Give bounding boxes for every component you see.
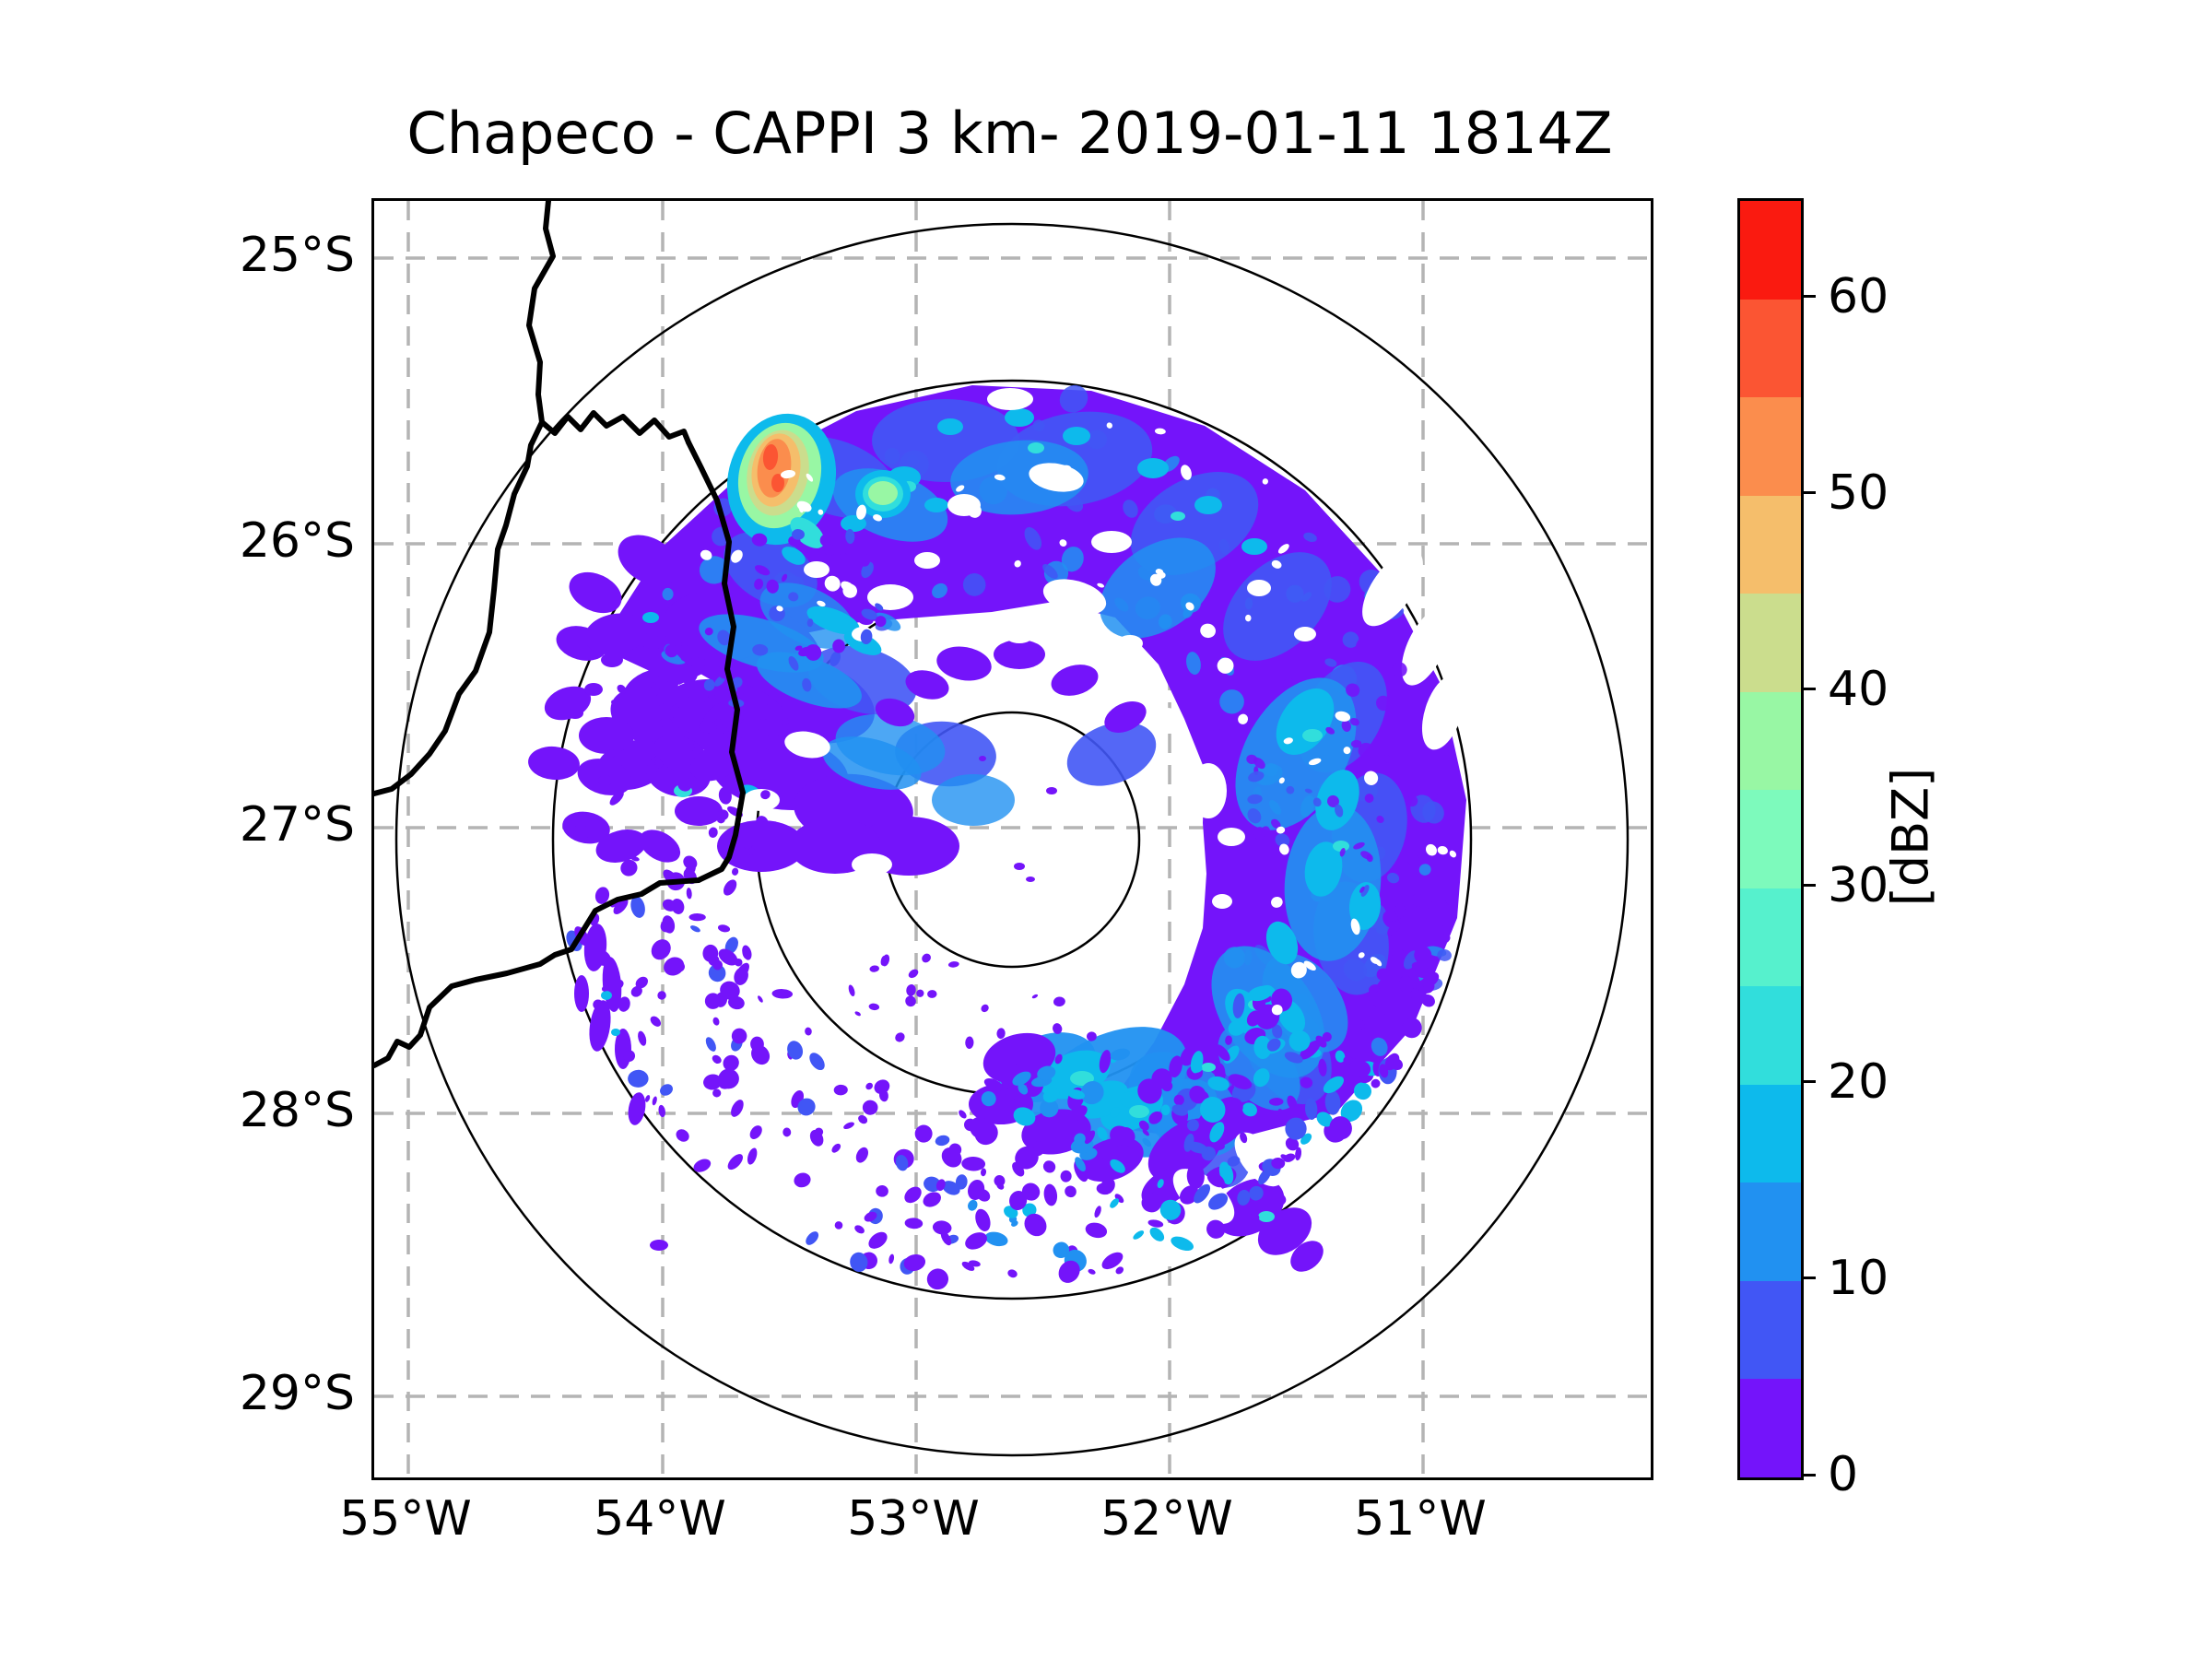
y-tick-label-25s: 25°S <box>239 228 355 283</box>
colorbar-segment-55-60dbz <box>1740 298 1801 398</box>
map-plot-area <box>371 198 1653 1480</box>
colorbar-units-label: [dBZ] <box>1881 767 1940 906</box>
x-tick-label-51w: 51°W <box>1354 1491 1487 1547</box>
colorbar-segment-5-10dbz <box>1740 1280 1801 1380</box>
colorbar-segment-40-45dbz <box>1740 593 1801 692</box>
colorbar-tick-label-10: 10 <box>1828 1250 1889 1306</box>
colorbar-tickmark-20 <box>1801 1080 1816 1084</box>
radar-map-svg <box>374 201 1651 1477</box>
colorbar-tickmark-0 <box>1801 1473 1816 1477</box>
colorbar-tickmark-30 <box>1801 884 1816 888</box>
figure-title: Chapeco - CAPPI 3 km- 2019-01-11 1814Z <box>406 100 1613 167</box>
y-tick-label-28s: 28°S <box>239 1083 355 1138</box>
colorbar-segment-50-55dbz <box>1740 396 1801 496</box>
colorbar-segment-20-25dbz <box>1740 985 1801 1085</box>
colorbar-tickmark-50 <box>1801 491 1816 495</box>
colorbar-tickmark-60 <box>1801 295 1816 299</box>
colorbar-segment-30-35dbz <box>1740 789 1801 888</box>
colorbar-segment-35-40dbz <box>1740 691 1801 791</box>
colorbar-tick-label-30: 30 <box>1828 857 1889 913</box>
x-tick-label-52w: 52°W <box>1100 1491 1233 1547</box>
colorbar-tick-label-60: 60 <box>1828 268 1889 324</box>
x-tick-label-55w: 55°W <box>339 1491 472 1547</box>
y-tick-label-26s: 26°S <box>239 513 355 569</box>
colorbar-tick-label-20: 20 <box>1828 1053 1889 1110</box>
colorbar-segment-60-65dbz <box>1740 201 1801 300</box>
y-tick-label-27s: 27°S <box>239 797 355 853</box>
reflectivity-field <box>528 384 1466 1290</box>
state-borders <box>374 201 746 1068</box>
colorbar-tick-label-0: 0 <box>1828 1447 1859 1502</box>
colorbar-segment-15-20dbz <box>1740 1084 1801 1183</box>
x-tick-label-54w: 54°W <box>594 1491 726 1547</box>
colorbar-segment-45-50dbz <box>1740 494 1801 594</box>
x-tick-label-53w: 53°W <box>847 1491 980 1547</box>
y-tick-label-29s: 29°S <box>239 1366 355 1421</box>
colorbar <box>1737 198 1804 1480</box>
colorbar-tickmark-10 <box>1801 1277 1816 1280</box>
colorbar-tickmark-40 <box>1801 688 1816 691</box>
colorbar-segment-0-5dbz <box>1740 1378 1801 1477</box>
colorbar-segment-10-15dbz <box>1740 1182 1801 1281</box>
colorbar-segment-25-30dbz <box>1740 888 1801 987</box>
colorbar-tick-label-50: 50 <box>1828 465 1889 521</box>
colorbar-tick-label-40: 40 <box>1828 661 1889 717</box>
